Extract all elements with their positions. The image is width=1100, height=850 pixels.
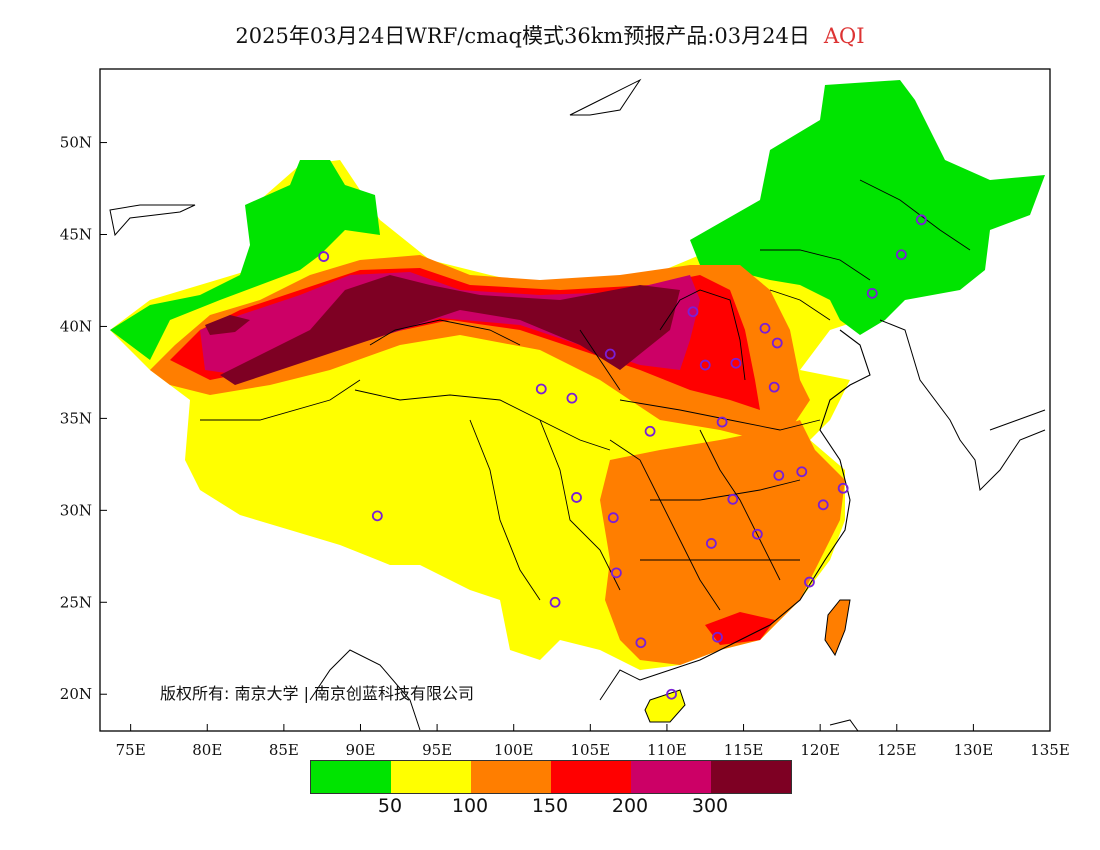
x-tick-label: 130E	[954, 741, 994, 759]
y-tick-label: 50N	[60, 134, 92, 152]
legend-label-0: 50	[377, 795, 403, 817]
region-hazardous	[220, 275, 680, 385]
y-tick-label: 30N	[60, 501, 92, 519]
station-marker	[607, 512, 619, 524]
station-marker	[705, 538, 717, 549]
station-marker	[730, 357, 742, 369]
x-tick-label: 100E	[494, 741, 534, 759]
x-tick-label: 105E	[571, 741, 611, 759]
station-marker	[773, 469, 785, 481]
legend-swatch-1	[391, 761, 471, 793]
station-marker	[571, 492, 582, 503]
korea-japan	[879, 319, 1046, 492]
station-marker	[804, 576, 815, 588]
taiwan	[824, 599, 851, 657]
y-tick-label: 35N	[60, 409, 92, 427]
x-tick-label: 75E	[116, 741, 146, 759]
map-content	[109, 78, 1046, 731]
x-tick-label: 120E	[800, 741, 840, 759]
station-marker	[549, 596, 561, 608]
legend-swatch-0	[311, 761, 391, 793]
y-tick-label: 45N	[60, 226, 92, 244]
legend-swatch-5	[711, 761, 791, 793]
station-marker	[699, 359, 711, 371]
station-marker	[666, 688, 677, 700]
region-usg-south	[600, 420, 845, 665]
variable-label: AQI	[823, 24, 865, 48]
station-marker	[318, 251, 330, 262]
station-marker	[371, 510, 383, 522]
station-marker	[727, 493, 739, 505]
station-marker	[768, 381, 780, 393]
station-marker	[566, 392, 578, 404]
station-markers	[318, 214, 927, 700]
station-marker	[610, 567, 622, 579]
region-good-northeast	[690, 80, 1045, 335]
x-tick-label: 80E	[192, 741, 222, 759]
station-marker	[895, 249, 907, 261]
title-text: 2025年03月24日WRF/cmaq模式36km预报产品:03月24日	[235, 24, 810, 48]
station-marker	[759, 322, 771, 334]
station-marker	[635, 637, 647, 649]
x-tick-label: 95E	[422, 741, 452, 759]
region-hazardous-west	[205, 315, 250, 335]
station-marker	[751, 528, 763, 540]
station-marker	[837, 482, 849, 494]
legend-bar	[310, 760, 792, 794]
province-borders	[200, 179, 971, 611]
y-tick-label: 20N	[60, 685, 92, 703]
legend-swatch-3	[551, 761, 631, 793]
station-marker	[604, 348, 616, 360]
legend-label-3: 200	[611, 795, 649, 817]
station-marker	[716, 416, 728, 428]
station-marker	[915, 214, 927, 226]
legend-label-4: 300	[691, 795, 729, 817]
y-tick-label: 25N	[60, 593, 92, 611]
copyright-text: 版权所有: 南京大学 | 南京创蓝科技有限公司	[160, 684, 475, 703]
southeast-asia	[309, 649, 859, 731]
station-marker	[535, 383, 547, 395]
x-tick-label: 85E	[269, 741, 299, 759]
x-tick-label: 115E	[724, 741, 764, 759]
map-frame	[99, 68, 1051, 732]
kazakh-lake	[109, 204, 196, 237]
coastline	[639, 329, 871, 681]
axis-ticks: 75E 80E 85E 90E 95E 100E 105E 110E 115E 120E 125E 1…	[60, 134, 1070, 759]
station-marker	[687, 306, 699, 318]
legend-label-1: 100	[451, 795, 489, 817]
station-marker	[644, 425, 656, 437]
y-tick-label: 40N	[60, 317, 92, 335]
x-tick-label: 110E	[647, 741, 687, 759]
x-tick-label: 125E	[877, 741, 917, 759]
x-tick-label: 90E	[345, 741, 375, 759]
russia-north	[569, 78, 642, 116]
x-tick-label: 135E	[1030, 741, 1070, 759]
station-marker	[712, 631, 723, 643]
station-marker	[796, 466, 808, 478]
station-marker	[771, 337, 783, 349]
legend-swatch-4	[631, 761, 711, 793]
legend-swatch-2	[471, 761, 551, 793]
map-title: 2025年03月24日WRF/cmaq模式36km预报产品:03月24日 AQI	[0, 20, 1100, 50]
station-marker	[866, 287, 878, 299]
station-marker	[817, 499, 829, 511]
hainan	[644, 689, 686, 723]
legend-label-2: 150	[531, 795, 569, 817]
region-good-northwest	[110, 160, 380, 360]
